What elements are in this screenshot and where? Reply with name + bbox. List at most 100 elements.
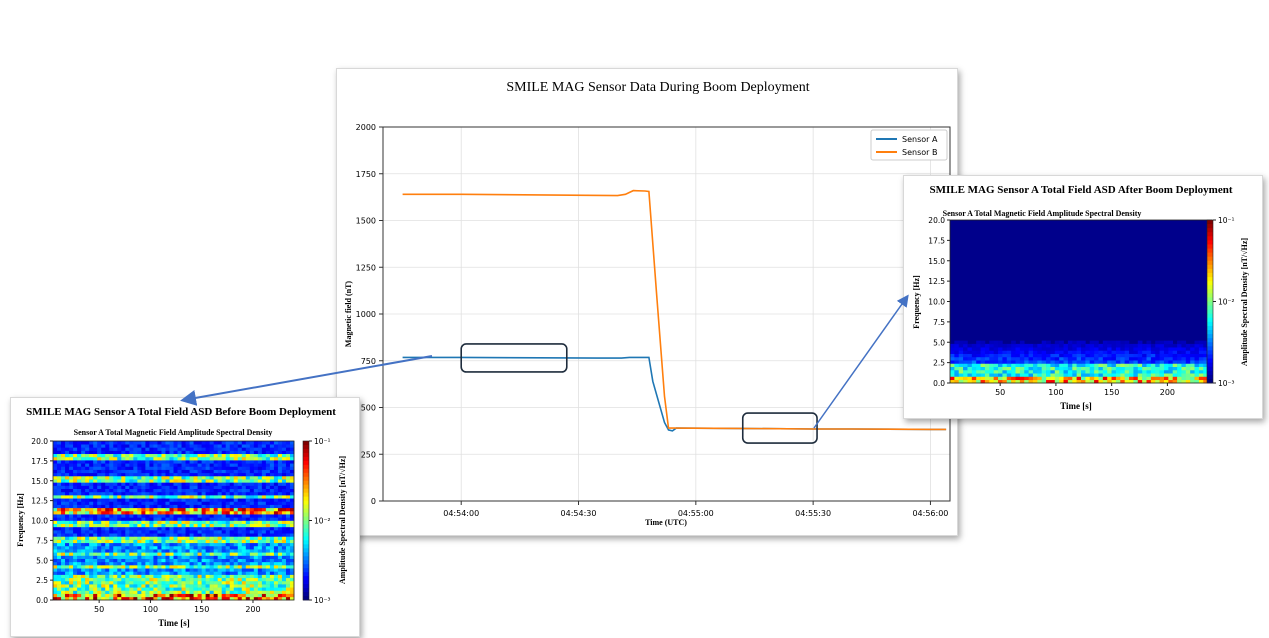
heatmap-cell: [1046, 363, 1051, 367]
heatmap-cell: [225, 577, 231, 582]
heatmap-cell: [97, 507, 102, 512]
heatmap-cell: [253, 501, 259, 505]
heatmap-cell: [213, 542, 218, 547]
heatmap-cell: [265, 552, 271, 556]
heatmap-cell: [1032, 376, 1038, 381]
heatmap-cell: [257, 526, 263, 531]
heatmap-cell: [81, 514, 86, 518]
colorbar-step: [303, 508, 309, 513]
heatmap-cell: [277, 479, 283, 483]
heatmap-cell: [169, 520, 174, 524]
heatmap-cell: [133, 466, 138, 470]
heatmap-cell: [289, 444, 295, 448]
heatmap-cell: [253, 561, 259, 566]
heatmap-cell: [217, 590, 222, 594]
heatmap-cell: [257, 533, 263, 537]
heatmap-cell: [65, 530, 70, 534]
heatmap-cell: [189, 577, 194, 582]
heatmap-cell: [185, 482, 190, 486]
heatmap-cell: [77, 444, 82, 448]
heatmap-cell: [145, 552, 150, 556]
heatmap-cell: [101, 507, 106, 512]
heatmap-cell: [93, 536, 98, 540]
heatmap-cell: [273, 561, 279, 566]
heatmap-cell: [57, 565, 62, 569]
heatmap-cell: [289, 447, 295, 451]
heatmap-cell: [61, 466, 66, 470]
heatmap-cell: [213, 561, 218, 566]
heatmap-cell: [241, 491, 247, 496]
heatmap-cell: [65, 485, 70, 489]
heatmap-cell: [181, 514, 186, 518]
heatmap-cell: [153, 498, 158, 502]
heatmap-cell: [141, 447, 146, 451]
heatmap-cell: [149, 596, 154, 601]
heatmap-cell: [221, 555, 227, 559]
heatmap-cell: [1168, 350, 1173, 354]
heatmap-cell: [217, 488, 222, 493]
heatmap-cell: [237, 552, 243, 556]
heatmap-cell: [145, 456, 150, 461]
heatmap-cell: [245, 456, 251, 461]
heatmap-cell: [141, 552, 146, 556]
heatmap-cell: [1150, 366, 1156, 371]
heatmap-cell: [285, 447, 291, 451]
heatmap-cell: [249, 542, 255, 547]
heatmap-cell: [1159, 369, 1165, 374]
heatmap-cell: [1172, 350, 1178, 354]
heatmap-cell: [950, 376, 955, 381]
heatmap-cell: [1159, 343, 1165, 348]
heatmap-cell: [145, 460, 150, 464]
heatmap-cell: [157, 590, 162, 594]
heatmap-cell: [201, 590, 206, 594]
heatmap-cell: [980, 379, 986, 384]
heatmap-cell: [189, 590, 194, 594]
heatmap-cell: [1032, 343, 1038, 348]
heatmap-cell: [1129, 363, 1134, 367]
heatmap-cell: [101, 488, 106, 493]
heatmap-cell: [277, 561, 283, 566]
heatmap-cell: [189, 501, 194, 505]
heatmap-cell: [105, 545, 110, 550]
heatmap-cell: [85, 504, 90, 509]
heatmap-cell: [193, 526, 198, 531]
heatmap-cell: [237, 463, 243, 467]
heatmap-cell: [185, 533, 190, 537]
heatmap-cell: [101, 568, 106, 572]
heatmap-cell: [1050, 376, 1056, 381]
heatmap-cell: [1098, 356, 1104, 361]
heatmap-cell: [145, 561, 150, 566]
heatmap-cell: [225, 517, 231, 521]
heatmap-cell: [165, 565, 170, 569]
heatmap-cell: [89, 536, 94, 540]
heatmap-cell: [1015, 373, 1021, 377]
heatmap-cell: [157, 495, 162, 499]
heatmap-cell: [285, 479, 291, 483]
heatmap-cell: [225, 453, 231, 458]
heatmap-cell: [169, 565, 174, 569]
heatmap-cell: [213, 463, 218, 467]
heatmap-cell: [980, 369, 986, 374]
heatmap-cell: [193, 587, 198, 591]
heatmap-cell: [963, 366, 968, 371]
heatmap-cell: [129, 498, 134, 502]
heatmap-cell: [261, 450, 267, 455]
heatmap-cell: [241, 536, 247, 540]
heatmap-cell: [185, 574, 190, 579]
heatmap-cell: [145, 466, 150, 470]
heatmap-cell: [1006, 360, 1012, 364]
heatmap-cell: [113, 574, 118, 579]
before-colorbar: 10⁻¹10⁻²10⁻³: [302, 437, 331, 605]
heatmap-cell: [93, 495, 98, 499]
heatmap-cell: [265, 545, 271, 550]
heatmap-cell: [229, 577, 235, 582]
heatmap-cell: [980, 366, 986, 371]
heatmap-cell: [1163, 373, 1169, 377]
colorbar-step: [303, 441, 309, 446]
heatmap-cell: [197, 463, 202, 467]
heatmap-cell: [105, 542, 110, 547]
heatmap-cell: [249, 450, 255, 455]
heatmap-cell: [197, 510, 202, 515]
heatmap-cell: [241, 561, 247, 566]
heatmap-cell: [1107, 360, 1112, 364]
